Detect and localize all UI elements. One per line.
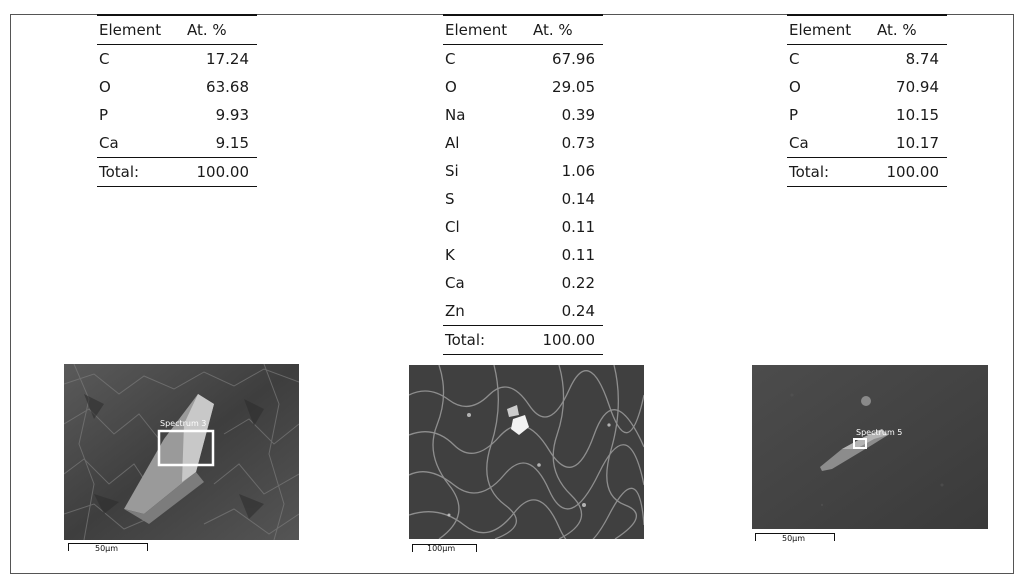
element-cell: P [789, 106, 799, 124]
table-row: Si 1.06 [443, 157, 603, 185]
element-cell: Ca [789, 134, 809, 152]
table-row: Cl 0.11 [443, 213, 603, 241]
element-cell: C [99, 50, 110, 68]
total-label: Total: [443, 325, 533, 355]
value-cell: 0.73 [561, 134, 595, 152]
total-label: Total: [97, 157, 187, 187]
sem-micrograph-2 [409, 365, 644, 539]
value-cell: 1.06 [561, 162, 595, 180]
scale-bar [412, 544, 477, 552]
column-header-at-percent: At. % [877, 14, 947, 45]
table-row: O 63.68 [97, 73, 257, 101]
value-cell: 0.24 [561, 302, 595, 320]
table-row: O 29.05 [443, 73, 603, 101]
sem-micrograph-1: Spectrum 3 [64, 364, 299, 540]
scale-label: 50µm [782, 534, 806, 543]
sem-micrograph-3: Spectrum 5 [752, 365, 988, 529]
value-cell: 9.15 [215, 134, 249, 152]
total-row: Total: 100.00 [443, 325, 603, 355]
total-value: 100.00 [533, 325, 603, 355]
value-cell: 63.68 [206, 78, 249, 96]
table-row: C 8.74 [787, 45, 947, 74]
value-cell: 17.24 [206, 50, 249, 68]
table-row: P 10.15 [787, 101, 947, 129]
total-value: 100.00 [187, 157, 257, 187]
element-cell: Na [445, 106, 466, 124]
element-cell: Al [445, 134, 460, 152]
sem-image-1: Spectrum 3 [64, 364, 299, 540]
spectrum-label: Spectrum 3 [160, 419, 206, 428]
table-row: S 0.14 [443, 185, 603, 213]
total-label: Total: [787, 157, 877, 187]
column-header-element: Element [787, 14, 877, 45]
scale-label: 50µm [95, 544, 119, 553]
value-cell: 0.11 [561, 218, 595, 236]
scale-bar [68, 543, 148, 551]
table-row: O 70.94 [787, 73, 947, 101]
table-row: Ca 9.15 [97, 129, 257, 158]
element-cell: C [789, 50, 800, 68]
column-header-at-percent: At. % [187, 14, 257, 45]
element-cell: Ca [445, 274, 465, 292]
total-value: 100.00 [877, 157, 947, 187]
value-cell: 10.17 [896, 134, 939, 152]
value-cell: 8.74 [905, 50, 939, 68]
spectrum-label: Spectrum 5 [856, 428, 902, 437]
element-cell: O [99, 78, 111, 96]
value-cell: 0.22 [561, 274, 595, 292]
element-cell: O [789, 78, 801, 96]
sem-image-3: Spectrum 5 [752, 365, 988, 529]
value-cell: 67.96 [552, 50, 595, 68]
element-cell: Ca [99, 134, 119, 152]
composition-table-1: Element At. % C 17.24 O 63.68 P 9.93 Ca 9.15… [97, 14, 257, 187]
table-row: Al 0.73 [443, 129, 603, 157]
table-row: Zn 0.24 [443, 297, 603, 326]
scale-bar [755, 533, 835, 541]
sem-image-2 [409, 365, 644, 539]
element-cell: S [445, 190, 455, 208]
column-header-at-percent: At. % [533, 14, 603, 45]
table-row: K 0.11 [443, 241, 603, 269]
composition-table-3: Element At. % C 8.74 O 70.94 P 10.15 Ca 10.1… [787, 14, 947, 187]
value-cell: 10.15 [896, 106, 939, 124]
table-row: C 67.96 [443, 45, 603, 74]
value-cell: 0.39 [561, 106, 595, 124]
table-row: Ca 0.22 [443, 269, 603, 297]
element-cell: K [445, 246, 455, 264]
value-cell: 29.05 [552, 78, 595, 96]
value-cell: 70.94 [896, 78, 939, 96]
value-cell: 0.14 [561, 190, 595, 208]
table-row: Na 0.39 [443, 101, 603, 129]
scale-label: 100µm [427, 544, 456, 553]
table-row: Ca 10.17 [787, 129, 947, 158]
total-row: Total: 100.00 [787, 157, 947, 187]
table-row: C 17.24 [97, 45, 257, 74]
composition-table-2: Element At. % C 67.96 O 29.05 Na 0.39 Al 0.7… [443, 14, 603, 355]
value-cell: 9.93 [215, 106, 249, 124]
column-header-element: Element [97, 14, 187, 45]
element-cell: C [445, 50, 456, 68]
table-row: P 9.93 [97, 101, 257, 129]
total-row: Total: 100.00 [97, 157, 257, 187]
element-cell: P [99, 106, 109, 124]
element-cell: Si [445, 162, 459, 180]
column-header-element: Element [443, 14, 533, 45]
element-cell: O [445, 78, 457, 96]
element-cell: Zn [445, 302, 465, 320]
element-cell: Cl [445, 218, 460, 236]
value-cell: 0.11 [561, 246, 595, 264]
